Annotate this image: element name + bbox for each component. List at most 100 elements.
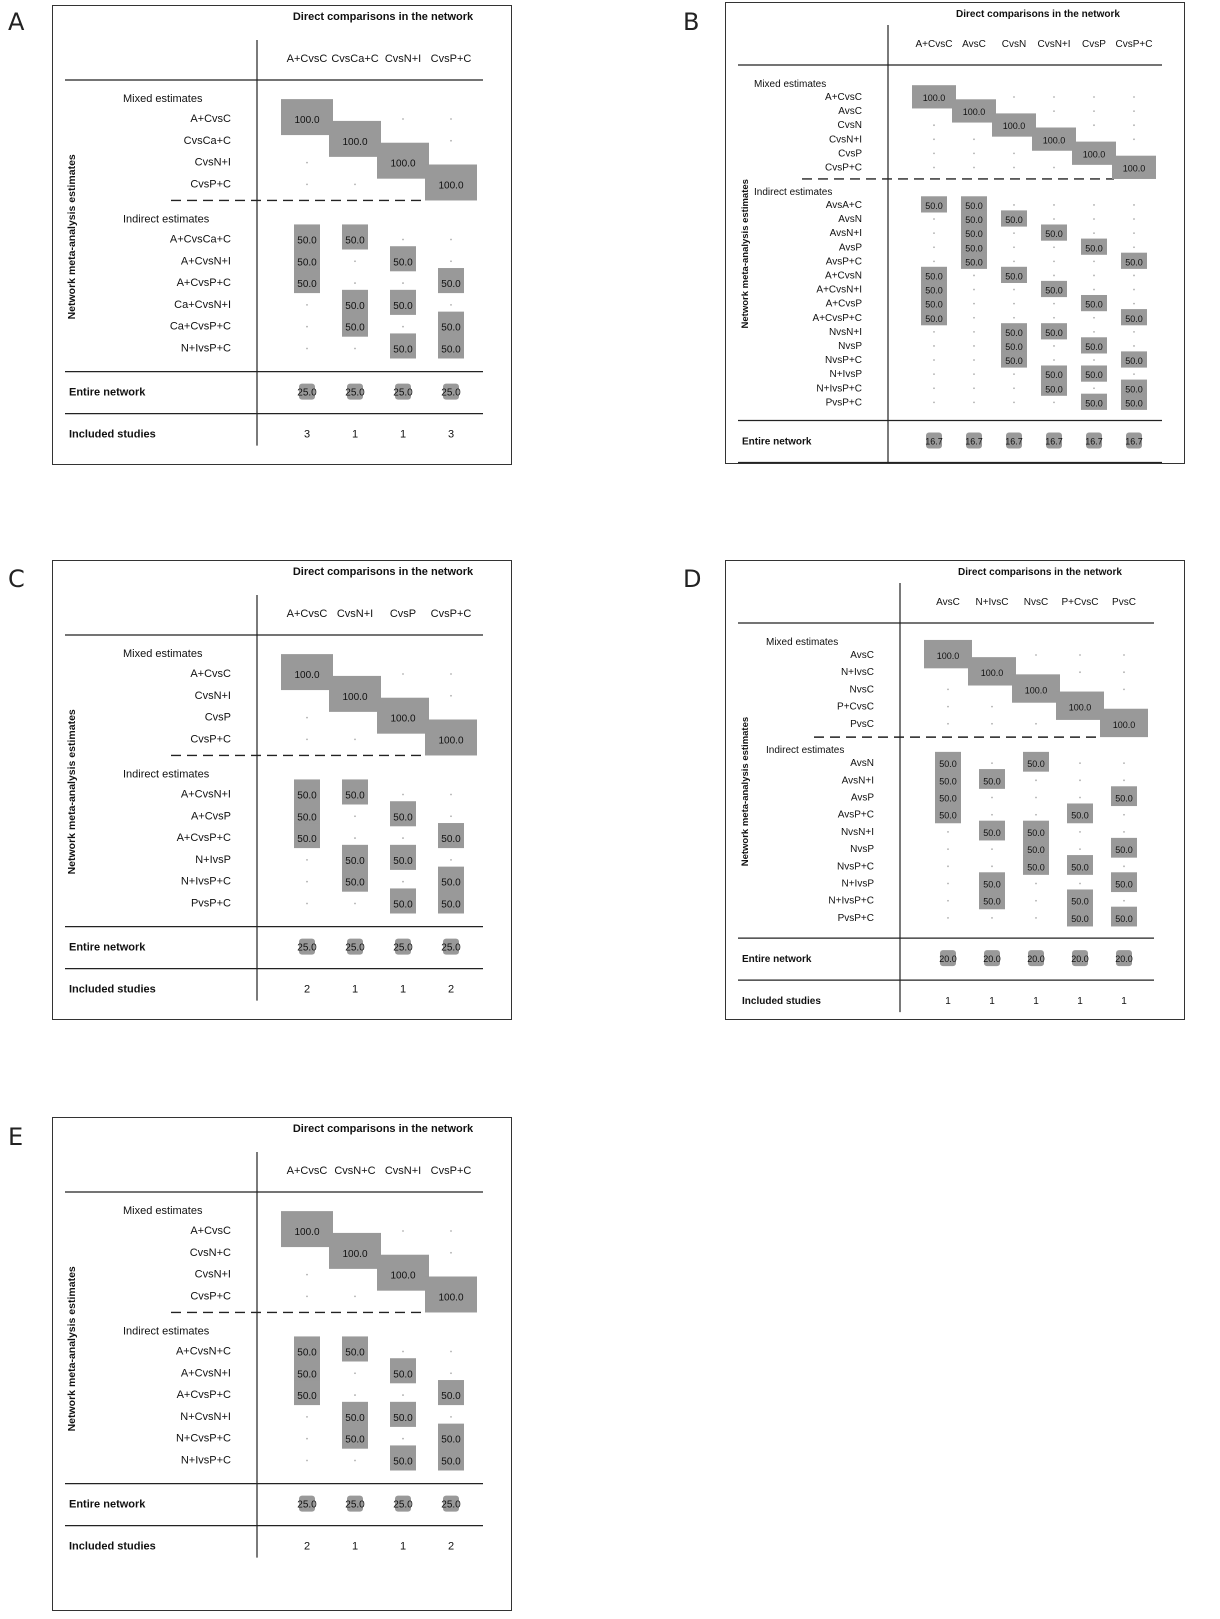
row-label-indirect: AvsA+C: [826, 200, 862, 211]
mixed-estimate-block: [281, 99, 333, 136]
indirect-estimate-block: [1001, 351, 1027, 368]
empty-cell-dot: [1093, 110, 1095, 112]
indirect-estimate-block: [438, 333, 464, 359]
empty-cell-dot: [450, 118, 452, 120]
panel-letter-d: D: [683, 565, 702, 593]
empty-cell-dot: [1035, 654, 1037, 656]
empty-cell-dot: [1123, 779, 1125, 782]
indirect-estimate-block: [1023, 751, 1049, 772]
empty-cell-dot: [1053, 316, 1055, 319]
chart-svg: Direct comparisons in the network AvsC N+I…: [738, 567, 1154, 1013]
column-label: CvsN: [1002, 39, 1026, 50]
entire-network-block: [347, 1495, 363, 1512]
indirect-estimate-value: 50.0: [393, 1369, 413, 1380]
empty-cell-dot: [450, 1230, 452, 1232]
mixed-estimate-value: 100.0: [294, 115, 319, 126]
indirect-estimate-block: [1121, 393, 1147, 410]
empty-cell-dot: [402, 1394, 404, 1396]
direct-comparisons-header: Direct comparisons in the network: [293, 566, 474, 578]
mixed-estimate-block: [281, 1211, 333, 1248]
empty-cell-dot: [991, 865, 993, 868]
included-studies-value: 1: [989, 996, 995, 1007]
indirect-estimate-block: [390, 801, 416, 827]
side-axis-label: Network meta-analysis estimates: [66, 154, 78, 319]
column-label: A+CvsC: [287, 53, 328, 65]
indirect-estimate-block: [1023, 837, 1049, 858]
empty-cell-dot: [402, 1350, 404, 1353]
empty-cell-dot: [973, 274, 975, 277]
empty-cell-dot: [354, 1394, 356, 1396]
mixed-estimate-block: [1072, 141, 1116, 165]
row-label-indirect: PvsP+C: [191, 897, 231, 909]
empty-cell-dot: [354, 815, 356, 818]
indirect-estimate-block: [342, 1401, 368, 1427]
empty-cell-dot: [354, 837, 356, 839]
empty-cell-dot: [973, 288, 975, 291]
empty-cell-dot: [1093, 260, 1095, 263]
chart-panel-d: Direct comparisons in the network AvsC N+I…: [725, 560, 1185, 1020]
empty-cell-dot: [450, 260, 452, 263]
mixed-estimate-value: 100.0: [1069, 703, 1092, 713]
indirect-estimate-block: [935, 751, 961, 772]
indirect-estimate-block: [390, 888, 416, 914]
indirect-estimate-block: [342, 224, 368, 250]
chart-panel-e: Direct comparisons in the network A+CvsC C…: [52, 1117, 512, 1611]
row-label-mixed: CvsN+I: [195, 690, 231, 702]
empty-cell-dot: [1133, 232, 1135, 235]
empty-cell-dot: [1053, 110, 1055, 112]
empty-cell-dot: [1133, 246, 1135, 249]
indirect-estimate-value: 50.0: [297, 1347, 317, 1358]
row-label-indirect: A+CvsP+C: [813, 313, 862, 324]
indirect-estimate-value: 50.0: [441, 878, 461, 889]
empty-cell-dot: [1035, 722, 1037, 725]
empty-cell-dot: [306, 738, 308, 741]
empty-cell-dot: [1053, 260, 1055, 263]
mixed-estimate-block: [1100, 708, 1148, 738]
indirect-estimate-value: 50.0: [345, 1347, 365, 1358]
indirect-estimate-block: [294, 224, 320, 250]
empty-cell-dot: [1093, 288, 1095, 291]
indirect-estimate-block: [1067, 803, 1093, 824]
indirect-estimate-block: [1111, 837, 1137, 858]
empty-cell-dot: [1079, 779, 1081, 782]
indirect-estimate-block: [438, 268, 464, 294]
empty-cell-dot: [450, 815, 452, 818]
indirect-estimate-block: [935, 769, 961, 789]
empty-cell-dot: [1013, 288, 1015, 291]
mixed-estimate-value: 100.0: [963, 107, 986, 117]
row-label-mixed: CvsP+C: [190, 178, 231, 190]
empty-cell-dot: [1123, 671, 1125, 674]
row-label-indirect: PvsP+C: [826, 397, 862, 408]
empty-cell-dot: [1133, 110, 1135, 112]
entire-network-block: [1086, 432, 1102, 449]
empty-cell-dot: [1079, 831, 1081, 833]
indirect-estimate-value: 50.0: [1071, 862, 1089, 872]
panel-letter-c: C: [8, 565, 25, 593]
indirect-estimate-value: 50.0: [1125, 314, 1143, 324]
indirect-estimate-block: [390, 246, 416, 272]
empty-cell-dot: [306, 1273, 308, 1276]
mixed-estimate-value: 100.0: [390, 159, 415, 170]
empty-cell-dot: [991, 917, 993, 919]
included-studies-value: 1: [400, 429, 406, 441]
indirect-estimate-block: [921, 294, 947, 312]
indirect-estimate-block: [438, 1423, 464, 1449]
empty-cell-dot: [1093, 330, 1095, 333]
mixed-estimate-block: [952, 99, 996, 123]
indirect-estimate-value: 50.0: [965, 215, 983, 225]
mixed-estimates-title: Mixed estimates: [754, 79, 826, 90]
indirect-estimate-block: [294, 801, 320, 827]
indirect-estimate-block: [342, 311, 368, 337]
included-studies-value: 1: [1077, 996, 1083, 1007]
row-label-indirect: A+CvsP+C: [177, 832, 231, 844]
empty-cell-dot: [1013, 96, 1015, 98]
indirect-estimate-block: [1067, 906, 1093, 927]
entire-network-block: [1072, 950, 1088, 967]
row-label-mixed: CvsCa+C: [184, 135, 231, 147]
empty-cell-dot: [1053, 345, 1055, 347]
column-label: AvsC: [936, 597, 960, 608]
included-studies-value: 1: [945, 996, 951, 1007]
indirect-estimate-block: [390, 1445, 416, 1471]
indirect-estimate-value: 50.0: [1125, 384, 1143, 394]
entire-network-value: 16.7: [1085, 437, 1103, 447]
